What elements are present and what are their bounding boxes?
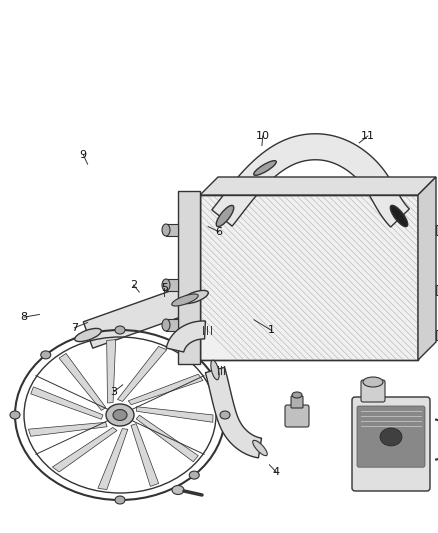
- Polygon shape: [166, 321, 205, 352]
- Polygon shape: [166, 279, 178, 291]
- Polygon shape: [436, 330, 438, 340]
- FancyBboxPatch shape: [361, 380, 385, 402]
- Ellipse shape: [380, 428, 402, 446]
- Polygon shape: [59, 353, 106, 410]
- Ellipse shape: [113, 409, 127, 421]
- Ellipse shape: [172, 294, 198, 306]
- Polygon shape: [136, 407, 213, 422]
- Text: 2: 2: [130, 280, 137, 290]
- Polygon shape: [117, 346, 167, 401]
- Polygon shape: [418, 177, 436, 360]
- Ellipse shape: [253, 440, 267, 456]
- Ellipse shape: [216, 205, 234, 227]
- FancyBboxPatch shape: [291, 396, 303, 408]
- Ellipse shape: [162, 279, 170, 291]
- Ellipse shape: [211, 360, 219, 379]
- Text: 4: 4: [272, 467, 279, 477]
- Polygon shape: [136, 415, 198, 462]
- Text: 9: 9: [80, 150, 87, 159]
- Ellipse shape: [75, 328, 101, 342]
- Ellipse shape: [363, 377, 383, 387]
- Polygon shape: [107, 340, 116, 403]
- Ellipse shape: [162, 224, 170, 236]
- Ellipse shape: [172, 486, 184, 495]
- Text: 10: 10: [256, 131, 270, 141]
- Polygon shape: [200, 195, 418, 360]
- Polygon shape: [205, 367, 261, 458]
- Ellipse shape: [189, 471, 199, 479]
- Polygon shape: [436, 285, 438, 295]
- Text: 7: 7: [71, 323, 78, 333]
- Ellipse shape: [182, 290, 208, 304]
- Ellipse shape: [41, 351, 51, 359]
- Polygon shape: [212, 134, 410, 227]
- Text: 1: 1: [268, 326, 275, 335]
- Polygon shape: [131, 424, 159, 487]
- Ellipse shape: [254, 160, 276, 175]
- Polygon shape: [166, 224, 178, 236]
- Polygon shape: [98, 429, 128, 489]
- Ellipse shape: [106, 404, 134, 426]
- Polygon shape: [178, 191, 200, 364]
- Ellipse shape: [115, 326, 125, 334]
- Ellipse shape: [390, 205, 408, 227]
- Text: 8: 8: [21, 312, 28, 322]
- Text: 3: 3: [110, 387, 117, 397]
- Polygon shape: [31, 387, 103, 419]
- Polygon shape: [200, 177, 436, 195]
- Ellipse shape: [292, 392, 302, 398]
- Text: 11: 11: [361, 131, 375, 141]
- Ellipse shape: [162, 319, 170, 331]
- Polygon shape: [83, 284, 200, 348]
- Text: 5: 5: [161, 283, 168, 293]
- Polygon shape: [128, 374, 203, 405]
- Polygon shape: [166, 319, 178, 331]
- FancyBboxPatch shape: [285, 405, 309, 427]
- Polygon shape: [28, 422, 107, 437]
- Text: 6: 6: [215, 227, 223, 237]
- Polygon shape: [436, 225, 438, 235]
- Ellipse shape: [10, 411, 20, 419]
- FancyBboxPatch shape: [357, 406, 425, 467]
- Ellipse shape: [115, 496, 125, 504]
- FancyBboxPatch shape: [352, 397, 430, 491]
- Polygon shape: [53, 427, 117, 472]
- Ellipse shape: [220, 411, 230, 419]
